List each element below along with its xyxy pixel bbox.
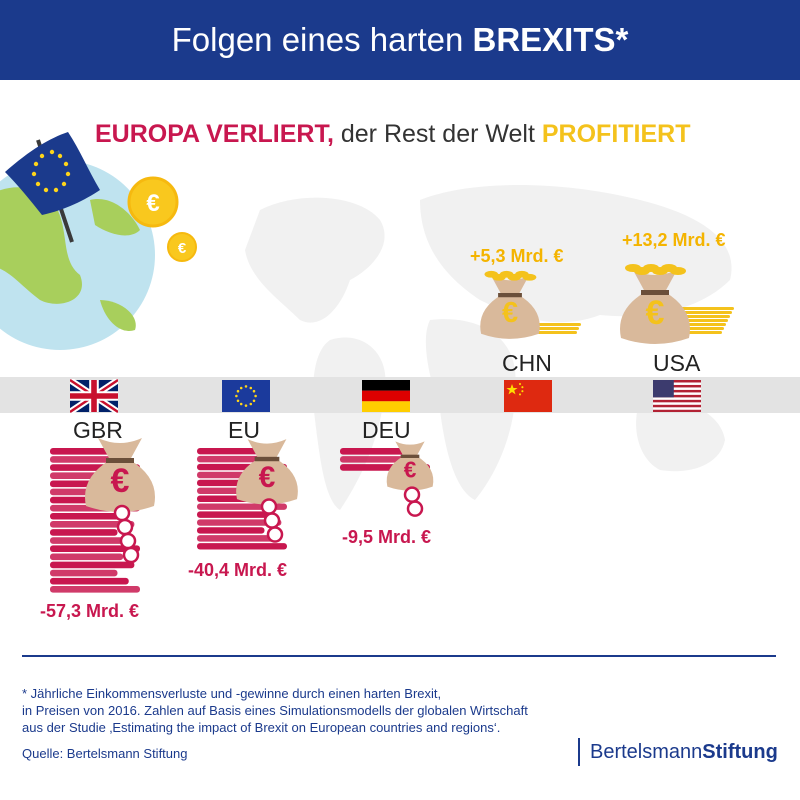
- germany-flag-icon: [362, 380, 410, 412]
- footnote-line-2: in Preisen von 2016. Zahlen auf Basis ei…: [22, 703, 528, 718]
- chart-subtitle: EUROPA VERLIERT, der Rest der Welt PROFI…: [95, 120, 690, 149]
- svg-text:€: €: [646, 294, 665, 332]
- money-bag-icon: €: [386, 441, 434, 491]
- usa-flag-icon: [653, 380, 701, 412]
- euro-coin-icon: [266, 526, 284, 543]
- china-flag-icon: [504, 380, 552, 412]
- euro-coin-icon: € €: [127, 176, 197, 262]
- header-title: Folgen eines harten: [171, 21, 473, 58]
- logo-divider: [578, 738, 580, 766]
- euro-coin-icon: [406, 500, 424, 517]
- svg-text:€: €: [259, 461, 276, 494]
- header-title-bold: BREXITS*: [472, 21, 629, 58]
- money-bag-icon: €: [620, 270, 690, 344]
- euro-coin-icon: [113, 504, 131, 522]
- svg-text:€: €: [502, 297, 518, 329]
- value-label-usa: +13,2 Mrd. €: [622, 230, 726, 250]
- euro-coin-icon: [122, 546, 140, 564]
- country-label-chn: CHN: [502, 350, 552, 376]
- country-label-usa: USA: [653, 350, 701, 376]
- money-bag-icon: €: [236, 439, 298, 505]
- value-label-eu: -40,4 Mrd. €: [188, 560, 288, 580]
- eu-flag-icon: [5, 132, 100, 243]
- euro-coin-icon: [116, 518, 134, 536]
- svg-text:€: €: [178, 240, 187, 257]
- svg-text:€: €: [404, 456, 417, 482]
- euro-coin-icon: [522, 273, 537, 281]
- euro-coin-icon: [260, 498, 278, 515]
- footer-divider: [22, 655, 776, 657]
- euro-coin-icon: [119, 532, 137, 550]
- svg-text:€: €: [146, 190, 159, 217]
- subtitle-loss-text: EUROPA VERLIERT,: [95, 120, 334, 148]
- footnote-line-1: * Jährliche Einkommensverluste und -gewi…: [22, 686, 442, 701]
- footnote-line-3: aus der Studie ‚Estimating the impact of…: [22, 720, 501, 735]
- svg-text:€: €: [111, 462, 130, 500]
- country-label-gbr: GBR: [73, 417, 123, 443]
- value-label-chn: +5,3 Mrd. €: [470, 246, 564, 266]
- bertelsmann-logo: BertelsmannStiftung: [590, 741, 778, 764]
- money-bag-icon: €: [85, 438, 155, 512]
- euro-coin-icon: [263, 512, 281, 529]
- country-label-eu: EU: [228, 417, 260, 443]
- subtitle-middle-text: der Rest der Welt: [333, 120, 542, 148]
- logo-bold: Stiftung: [702, 741, 778, 763]
- value-label-deu: -9,5 Mrd. €: [342, 527, 432, 547]
- source-text: Quelle: Bertelsmann Stiftung: [22, 746, 188, 761]
- euro-coin-icon: [403, 486, 421, 503]
- euro-coin-icon: [670, 267, 686, 275]
- value-label-gbr: -57,3 Mrd. €: [40, 601, 140, 621]
- bar-chn: [532, 323, 581, 334]
- country-label-deu: DEU: [362, 417, 411, 443]
- subtitle-gain-text: PROFITIERT: [541, 120, 691, 148]
- logo-light: Bertelsmann: [590, 741, 703, 763]
- money-bag-icon: €: [480, 275, 540, 339]
- header-banner: Folgen eines harten BREXITS*: [0, 0, 800, 80]
- uk-flag-icon: [70, 379, 118, 413]
- eu-small-flag-icon: [222, 380, 270, 412]
- footnote: * Jährliche Einkommensverluste und -gewi…: [22, 685, 528, 736]
